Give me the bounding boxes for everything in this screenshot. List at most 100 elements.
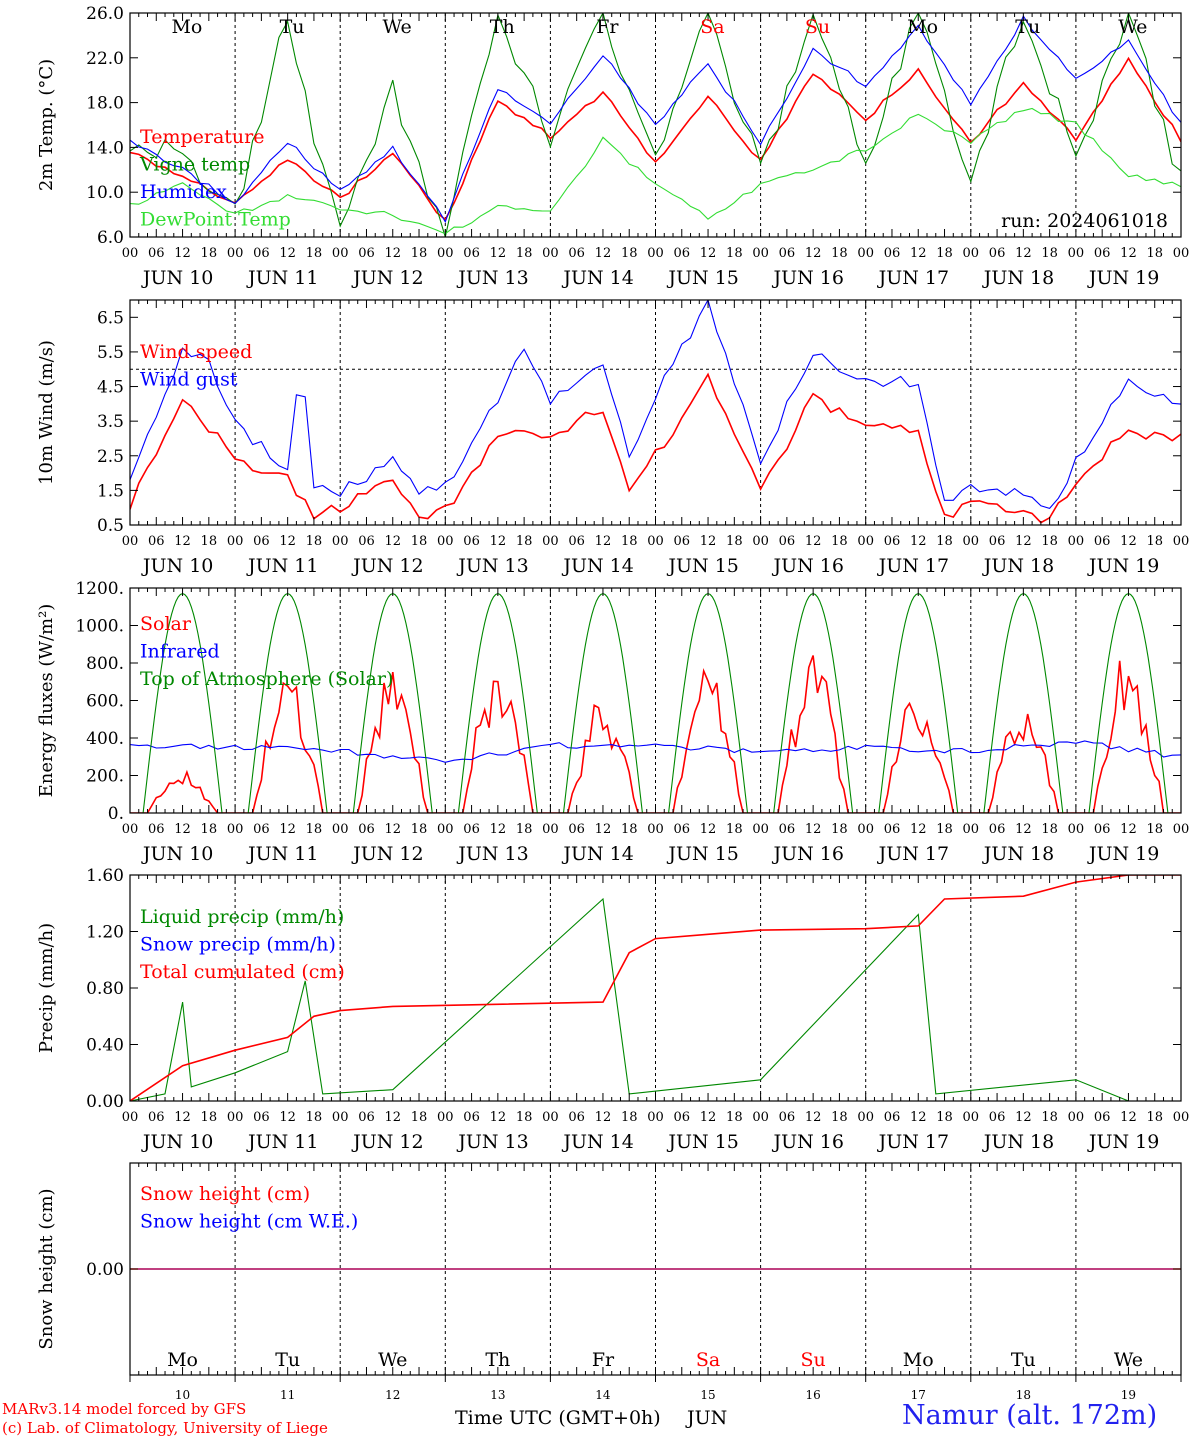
- date-label: JUN 17: [877, 843, 949, 865]
- hour-tick-label: 06: [148, 534, 165, 549]
- y-axis-label-precip: Precip (mm/h): [36, 923, 57, 1053]
- y-tick-label: 600.: [86, 692, 124, 712]
- series-liquid-precip-mm-h-: [130, 897, 1181, 1101]
- hour-tick-label: 12: [279, 534, 296, 549]
- hour-tick-label: 00: [752, 1110, 769, 1125]
- run-label: run: 2024061018: [1001, 210, 1168, 232]
- hour-tick-label: 18: [621, 534, 638, 549]
- series-humidex: [130, 14, 1181, 224]
- weekday-label: Tu: [1015, 16, 1040, 38]
- hour-tick-label: 00: [227, 1110, 244, 1125]
- hour-tick-label: 12: [595, 246, 612, 261]
- y-tick-label: 0.5: [97, 516, 124, 536]
- hour-tick-label: 00: [332, 1110, 349, 1125]
- hour-tick-label: 06: [1094, 534, 1111, 549]
- series-temperature: [130, 56, 1181, 221]
- weekday-label: Sa: [696, 1349, 720, 1371]
- hour-tick-label: 18: [621, 246, 638, 261]
- hour-tick-label: 06: [989, 822, 1006, 837]
- hour-tick-label: 12: [174, 534, 191, 549]
- weekday-label: Th: [485, 1349, 510, 1371]
- day-number-label: 12: [385, 1388, 400, 1402]
- hour-tick-label: 12: [384, 1110, 401, 1125]
- hour-tick-label: 06: [674, 246, 691, 261]
- hour-tick-label: 06: [779, 1110, 796, 1125]
- series-wind-speed: [130, 372, 1181, 524]
- date-label: JUN 14: [561, 843, 633, 865]
- weekday-label: Mo: [171, 16, 202, 38]
- legend-series-liquid-precip-mm-h-: Liquid precip (mm/h): [140, 906, 344, 928]
- y-tick-label: 0.40: [86, 1036, 124, 1056]
- hour-tick-label: 12: [910, 1110, 927, 1125]
- hour-tick-label: 06: [568, 822, 585, 837]
- hour-tick-label: 06: [989, 534, 1006, 549]
- hour-tick-label: 06: [253, 1110, 270, 1125]
- hour-tick-label: 06: [253, 822, 270, 837]
- date-label: JUN 18: [982, 555, 1054, 577]
- hour-tick-label: 12: [595, 534, 612, 549]
- date-label: JUN 16: [772, 1131, 844, 1153]
- hour-tick-label: 00: [1068, 1110, 1085, 1125]
- hour-tick-label: 18: [306, 1110, 323, 1125]
- y-tick-label: 0.80: [86, 979, 124, 999]
- hour-tick-label: 18: [201, 534, 218, 549]
- hour-tick-label: 06: [884, 1110, 901, 1125]
- y-tick-label: 10.0: [86, 183, 124, 203]
- weekday-label: Su: [805, 16, 830, 38]
- hour-tick-label: 00: [542, 246, 559, 261]
- hour-tick-label: 00: [1173, 1110, 1190, 1125]
- hour-tick-label: 06: [568, 246, 585, 261]
- hour-tick-label: 00: [542, 822, 559, 837]
- hour-tick-label: 12: [1015, 534, 1032, 549]
- date-label: JUN 11: [246, 267, 318, 289]
- hour-tick-label: 12: [700, 534, 717, 549]
- hour-tick-label: 06: [358, 1110, 375, 1125]
- date-label: JUN 16: [772, 555, 844, 577]
- date-label: JUN 19: [1087, 555, 1159, 577]
- y-tick-label: 3.5: [97, 412, 124, 432]
- y-tick-label: 14.0: [86, 138, 124, 158]
- hour-tick-label: 12: [595, 1110, 612, 1125]
- hour-tick-label: 18: [831, 534, 848, 549]
- hour-tick-label: 06: [989, 1110, 1006, 1125]
- date-label: JUN 10: [141, 267, 213, 289]
- hour-tick-label: 00: [857, 534, 874, 549]
- hour-tick-label: 18: [1146, 822, 1163, 837]
- hour-tick-label: 18: [1146, 1110, 1163, 1125]
- legend-series-wind-gust: Wind gust: [140, 369, 238, 391]
- date-label: JUN 13: [456, 1131, 528, 1153]
- y-axis-label-snow: Snow height (cm): [36, 1188, 57, 1349]
- hour-tick-label: 00: [437, 1110, 454, 1125]
- hour-tick-label: 18: [621, 1110, 638, 1125]
- legend-series-temperature: Temperature: [140, 126, 264, 148]
- weekday-label: Tu: [280, 16, 305, 38]
- hour-tick-label: 18: [831, 822, 848, 837]
- hour-tick-label: 00: [332, 822, 349, 837]
- hour-tick-label: 18: [516, 822, 533, 837]
- series-top-of-atmosphere-solar-: [130, 593, 1181, 813]
- hour-tick-label: 00: [332, 534, 349, 549]
- hour-tick-label: 00: [227, 534, 244, 549]
- date-label: JUN 19: [1087, 1131, 1159, 1153]
- hour-tick-label: 18: [411, 822, 428, 837]
- date-label: JUN 19: [1087, 843, 1159, 865]
- weekday-label: Mo: [903, 1349, 934, 1371]
- panel-frame-wind: [129, 299, 1182, 526]
- y-tick-label: 200.: [86, 767, 124, 787]
- y-tick-label: 6.5: [97, 308, 124, 328]
- hour-tick-label: 12: [490, 822, 507, 837]
- station-label: Namur (alt. 172m): [902, 1400, 1158, 1431]
- hour-tick-label: 00: [437, 246, 454, 261]
- hour-tick-label: 00: [1068, 822, 1085, 837]
- legend-series-vigne-temp: Vigne temp: [139, 154, 250, 176]
- y-tick-label: 6.0: [97, 228, 124, 248]
- hour-tick-label: 18: [936, 1110, 953, 1125]
- weekday-label: Fr: [592, 1349, 615, 1371]
- hour-tick-label: 00: [963, 534, 980, 549]
- series-solar: [130, 655, 1181, 813]
- hour-tick-label: 00: [437, 822, 454, 837]
- y-tick-label: 1.60: [86, 866, 124, 886]
- date-label: JUN 12: [351, 267, 423, 289]
- legend-series-solar: Solar: [140, 613, 192, 635]
